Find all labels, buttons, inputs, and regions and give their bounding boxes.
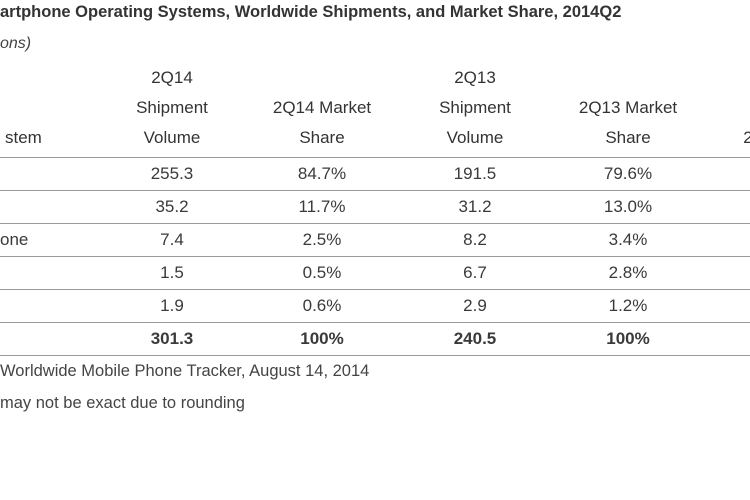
bottom-rule bbox=[0, 355, 750, 356]
table-cell: 8.2 bbox=[463, 230, 487, 249]
table-cell: 13.0% bbox=[603, 197, 653, 216]
source-note: Worldwide Mobile Phone Tracker, August 1… bbox=[0, 362, 370, 380]
table-cell: 2.5% bbox=[302, 230, 342, 249]
column-header: 2Q14 Market Share bbox=[272, 98, 372, 147]
table-cell: 35.2 bbox=[155, 197, 189, 216]
table-cell: 191.5 bbox=[453, 164, 497, 183]
table-cell: 6.7 bbox=[463, 263, 487, 282]
column-header: 2Q13 Shipment Volume bbox=[439, 68, 511, 147]
table-cell: 255.3 bbox=[150, 164, 194, 183]
table-cell: 79.6% bbox=[603, 164, 653, 183]
table-subtitle: ons) bbox=[0, 35, 32, 52]
row-label: one bbox=[0, 230, 29, 249]
table-cell: 1.5 bbox=[160, 263, 184, 282]
table-cell: 31.2 bbox=[458, 197, 492, 216]
header-rule bbox=[0, 157, 750, 158]
rounding-note: may not be exact due to rounding bbox=[0, 394, 245, 412]
row-rule bbox=[0, 322, 750, 323]
table-cell: 0.6% bbox=[302, 296, 342, 315]
row-rule bbox=[0, 256, 750, 257]
total-cell: 301.3 bbox=[150, 329, 194, 348]
total-cell: 240.5 bbox=[453, 329, 497, 348]
row-rule bbox=[0, 289, 750, 290]
column-header: 2 bbox=[743, 128, 750, 147]
total-cell: 100% bbox=[606, 329, 650, 348]
row-rule bbox=[0, 190, 750, 191]
column-header: 2Q14 Shipment Volume bbox=[136, 68, 208, 147]
table-cell: 2.8% bbox=[608, 263, 648, 282]
table-title: artphone Operating Systems, Worldwide Sh… bbox=[0, 3, 622, 21]
row-rule bbox=[0, 223, 750, 224]
table-cell: 3.4% bbox=[608, 230, 648, 249]
column-header: 2Q13 Market Share bbox=[578, 98, 678, 147]
table-cell: 2.9 bbox=[463, 296, 487, 315]
table-cell: 11.7% bbox=[298, 197, 346, 216]
total-cell: 100% bbox=[300, 329, 344, 348]
column-header: stem bbox=[5, 128, 42, 147]
table-cell: 7.4 bbox=[160, 230, 184, 249]
table-cell: 1.9 bbox=[160, 296, 184, 315]
table-cell: 0.5% bbox=[302, 263, 342, 282]
table-cell: 84.7% bbox=[297, 164, 347, 183]
table-cell: 1.2% bbox=[608, 296, 648, 315]
